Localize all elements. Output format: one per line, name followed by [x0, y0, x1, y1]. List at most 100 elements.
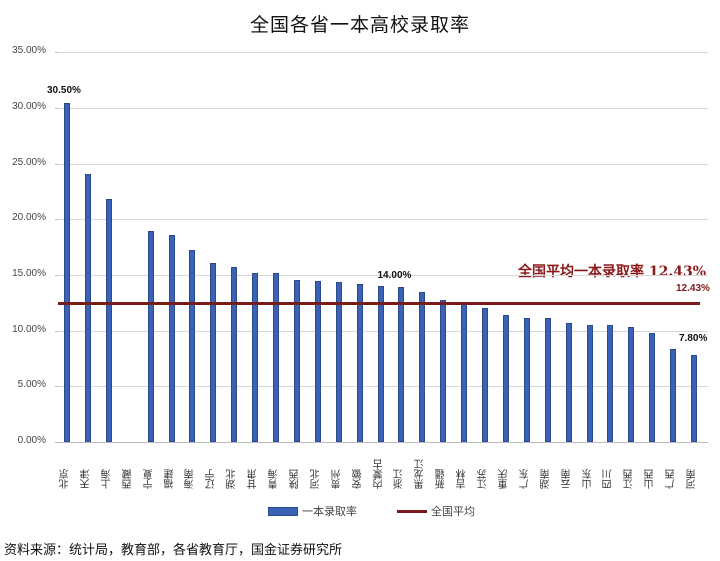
category-text: 安徽: [352, 469, 364, 489]
bar-14: [356, 283, 363, 442]
bar-28: [649, 332, 656, 442]
x-category-label: 广西: [666, 447, 680, 489]
legend-line-swatch-icon: [397, 509, 427, 513]
x-category-label: 辽宁: [206, 447, 220, 489]
data-label-henan: 7.80%: [679, 333, 708, 345]
y-tick-label: 15.00%: [12, 268, 46, 280]
gridline: [58, 219, 708, 221]
x-category-label: 浙江: [394, 447, 408, 489]
y-tick-label: 25.00%: [12, 156, 46, 168]
x-category-label: 上海: [102, 447, 116, 489]
category-text: 重庆: [498, 469, 510, 489]
x-category-label: 山西: [645, 447, 659, 489]
category-text: 宁夏: [143, 469, 155, 489]
bar-15: [377, 286, 384, 442]
bar-23: [544, 318, 551, 442]
bar-2: [105, 199, 112, 442]
x-category-label: 内蒙古: [374, 447, 388, 489]
bar-6: [189, 250, 196, 442]
x-category-label: 江西: [624, 447, 638, 489]
category-text: 上海: [101, 469, 113, 489]
bar-30: [691, 355, 697, 442]
y-tick-mark: [55, 442, 59, 443]
bar-8: [231, 266, 238, 442]
x-category-label: 河南: [687, 447, 701, 489]
x-category-label: 北京: [60, 447, 74, 489]
category-text: 广西: [666, 469, 678, 489]
gridline: [58, 163, 708, 165]
x-category-label: 天津: [81, 447, 95, 489]
x-category-label: 四川: [603, 447, 617, 489]
x-category-label: 广东: [520, 447, 534, 489]
x-axis: [58, 442, 708, 443]
x-category-label: 重庆: [499, 447, 513, 489]
x-category-label: 青海: [269, 447, 283, 489]
category-text: 甘肃: [248, 469, 260, 489]
y-tick-mark: [55, 386, 59, 388]
bar-24: [565, 322, 572, 442]
y-tick-mark: [55, 330, 59, 332]
chart-title: 全国各省一本高校录取率: [249, 14, 470, 36]
y-tick-label: 5.00%: [17, 379, 46, 391]
category-text: 山东: [582, 469, 594, 489]
gridline: [58, 275, 708, 277]
category-text: 山西: [645, 469, 657, 489]
category-text: 浙江: [394, 469, 406, 489]
data-label-beijing: 30.50%: [47, 84, 81, 96]
bar-11: [293, 279, 300, 442]
y-tick-mark: [55, 52, 59, 54]
y-tick-mark: [55, 108, 59, 110]
bar-22: [523, 318, 530, 442]
x-category-label: 黑龙江: [415, 447, 429, 489]
category-text: 河北: [310, 469, 322, 489]
bar-21: [502, 315, 509, 442]
x-category-label: 新疆: [436, 447, 450, 489]
bar-5: [168, 234, 175, 442]
bar-26: [607, 325, 614, 442]
category-text: 湖南: [540, 469, 552, 489]
bar-1: [84, 173, 91, 442]
gridline: [58, 108, 708, 110]
bar-13: [335, 281, 342, 442]
category-text: 福建: [164, 469, 176, 489]
average-data-label: 12.43%: [676, 283, 710, 294]
category-text: 四川: [603, 469, 615, 489]
category-text: 广东: [519, 469, 531, 489]
category-text: 内蒙古: [373, 459, 385, 489]
category-text: 青海: [269, 469, 280, 489]
x-category-label: 湖南: [541, 447, 555, 489]
y-tick-label: 30.00%: [12, 101, 46, 113]
x-category-label: 西藏: [123, 447, 137, 489]
category-text: 海南: [185, 469, 197, 489]
bar-18: [440, 299, 447, 442]
average-line: [58, 302, 700, 306]
category-text: 河南: [687, 469, 698, 489]
gridline: [58, 52, 708, 54]
bar-0: [64, 102, 70, 442]
y-tick-mark: [55, 163, 59, 165]
category-text: 贵州: [331, 469, 343, 489]
legend-label: 全国平均: [431, 505, 475, 518]
x-category-label: 陕西: [290, 447, 304, 489]
category-text: 江西: [624, 469, 636, 489]
x-category-label: 吉林: [457, 447, 471, 489]
x-category-label: 湖北: [227, 447, 241, 489]
x-category-label: 甘肃: [248, 447, 262, 489]
x-category-label: 宁夏: [144, 447, 158, 489]
bar-7: [210, 262, 217, 442]
category-text: 黑龙江: [415, 459, 427, 489]
bar-17: [419, 292, 426, 442]
source-note: 资料来源：统计局，教育部，各省教育厅，国金证券研究所: [4, 543, 343, 558]
x-category-label: 海南: [185, 447, 199, 489]
data-label-neimenggu: 14.00%: [377, 270, 412, 282]
bar-25: [586, 325, 593, 442]
bar-27: [628, 327, 635, 442]
average-annotation: 全国平均一本录取率 12.43%: [518, 264, 707, 280]
category-text: 新疆: [436, 469, 448, 489]
category-text: 陕西: [289, 469, 301, 489]
legend-bar-swatch-icon: [268, 506, 298, 516]
x-category-label: 江苏: [478, 447, 492, 489]
legend: 一本录取率 全国平均: [268, 503, 475, 519]
category-text: 湖北: [227, 469, 239, 489]
bar-9: [252, 272, 259, 442]
